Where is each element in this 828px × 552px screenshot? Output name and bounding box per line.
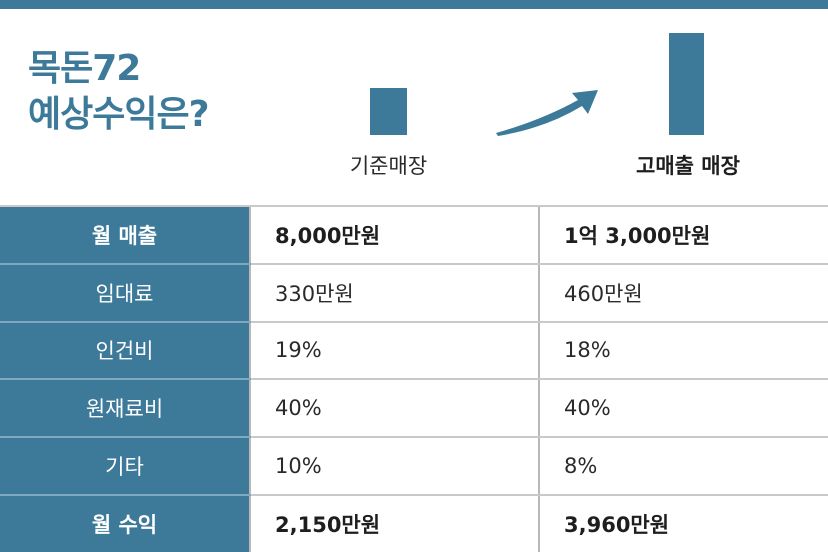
row-label: 기타 (0, 437, 250, 496)
table-row-monthly-profit: 월 수익 2,150만원 3,960만원 (0, 494, 828, 552)
base-value: 2,150만원 (249, 494, 539, 552)
base-value: 19% (249, 321, 539, 381)
high-value: 1억 3,000만원 (538, 205, 828, 265)
high-value: 18% (538, 321, 828, 381)
top-accent-bar (0, 0, 828, 9)
table-row-rent: 임대료 330만원 460만원 (0, 263, 828, 323)
curved-arrow-icon (496, 90, 598, 136)
title-line-2: 예상수익은? (28, 94, 209, 135)
title-line-1: 목돈72 (28, 48, 141, 89)
base-store-caption: 기준매장 (349, 154, 428, 178)
high-sales-store-caption: 고매출 매장 (636, 154, 740, 178)
high-value: 3,960만원 (538, 494, 828, 552)
row-label: 월 수익 (0, 494, 250, 552)
table-row-labor: 인건비 19% 18% (0, 321, 828, 381)
row-label: 인건비 (0, 321, 250, 381)
base-value: 10% (249, 437, 539, 496)
page-title: 목돈72 예상수익은? (28, 46, 209, 138)
base-value: 40% (249, 379, 539, 439)
high-value: 40% (538, 379, 828, 439)
high-value: 8% (538, 437, 828, 496)
row-label: 임대료 (0, 263, 250, 323)
table-row-other: 기타 10% 8% (0, 437, 828, 496)
base-value: 8,000만원 (249, 205, 539, 265)
row-label: 월 매출 (0, 205, 250, 265)
high-sales-store-bar (669, 33, 704, 135)
high-value: 460만원 (538, 263, 828, 323)
row-label: 원재료비 (0, 379, 250, 439)
base-value: 330만원 (249, 263, 539, 323)
table-row-monthly-sales: 월 매출 8,000만원 1억 3,000만원 (0, 205, 828, 265)
table-row-materials: 원재료비 40% 40% (0, 379, 828, 439)
base-store-bar (370, 88, 407, 135)
profit-comparison-table: 월 매출 8,000만원 1억 3,000만원 임대료 330만원 460만원 … (0, 205, 828, 552)
